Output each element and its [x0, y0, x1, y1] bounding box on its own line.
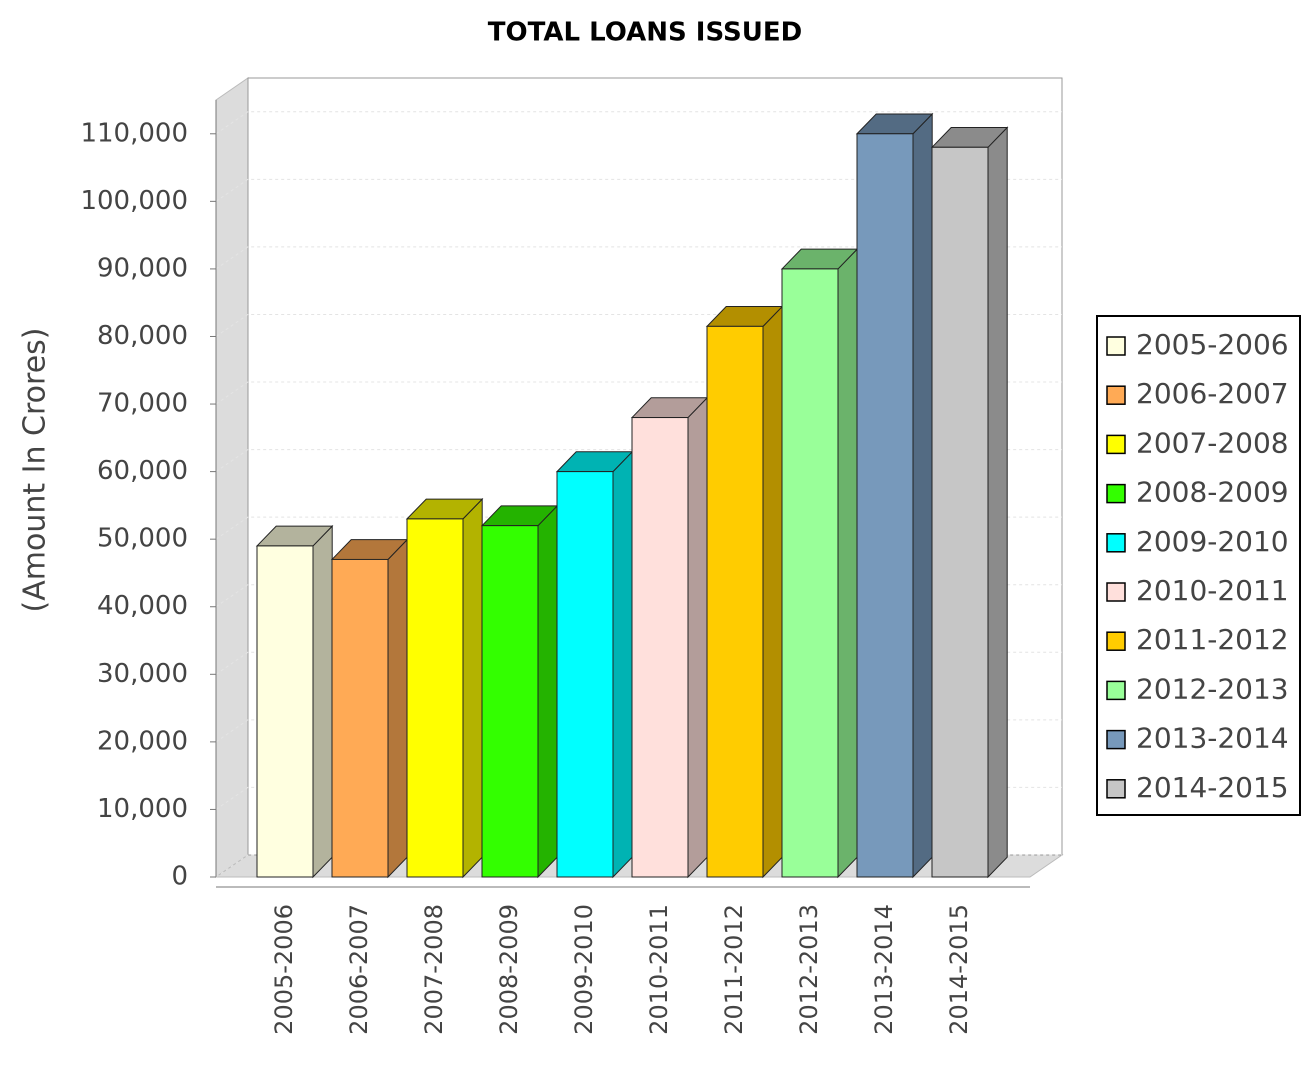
- bar-side: [837, 247, 858, 879]
- grid-line: [215, 313, 1062, 337]
- x-tick-label: 2005-2006: [270, 904, 298, 1035]
- legend-swatch: [1106, 434, 1126, 455]
- legend-label: 2011-2012: [1136, 623, 1289, 656]
- x-tick-label: 2007-2008: [420, 904, 448, 1035]
- bar: [555, 450, 634, 879]
- legend-label: 2013-2014: [1136, 722, 1289, 755]
- grid-line: [215, 854, 1062, 878]
- y-tick-label: 100,000: [80, 186, 188, 216]
- y-tick-label: 20,000: [97, 726, 188, 756]
- y-tick-label: 40,000: [97, 591, 188, 621]
- legend-swatch: [1106, 483, 1126, 504]
- bar-front: [781, 268, 839, 878]
- x-tick-label: 2014-2015: [945, 904, 973, 1035]
- y-tick-label: 70,000: [97, 389, 188, 419]
- bar-side: [762, 305, 783, 879]
- legend-label: 2012-2013: [1136, 672, 1289, 705]
- legend-box: [1096, 315, 1301, 816]
- grid-line: [215, 449, 1062, 473]
- left-wall: [215, 77, 249, 878]
- legend-swatch: [1106, 779, 1126, 799]
- bar-front: [706, 325, 764, 878]
- grid-line: [215, 786, 1062, 810]
- y-axis-title: (Amount In Crores): [18, 328, 53, 613]
- legend-swatch: [1106, 385, 1126, 405]
- bar: [480, 504, 559, 879]
- grid-line: [215, 584, 1062, 608]
- grid-line: [215, 719, 1062, 743]
- x-tick-label: 2009-2010: [570, 904, 598, 1035]
- bar: [255, 524, 334, 879]
- legend-swatch: [1106, 533, 1126, 553]
- grid-line: [215, 178, 1062, 202]
- grid-line: [215, 381, 1062, 405]
- y-tick-label: 0: [171, 862, 188, 892]
- legend-swatch: [1106, 582, 1126, 602]
- grid-line: [215, 651, 1062, 675]
- y-tick-label: 90,000: [97, 253, 188, 283]
- y-tick-label: 30,000: [97, 659, 188, 689]
- x-tick-label: 2010-2011: [645, 904, 673, 1035]
- bar-front: [331, 558, 389, 878]
- bar-side: [387, 538, 408, 879]
- bar-front: [481, 525, 539, 878]
- legend-label: 2010-2011: [1136, 574, 1289, 607]
- x-tick-label: 2011-2012: [720, 904, 748, 1035]
- y-tick-label: 110,000: [80, 118, 188, 148]
- bar: [630, 396, 709, 879]
- bar-front: [256, 545, 314, 878]
- legend-label: 2006-2007: [1136, 377, 1289, 410]
- bar-side: [537, 504, 558, 879]
- legend-swatch: [1106, 336, 1126, 356]
- bar: [855, 112, 934, 879]
- bar-front: [931, 146, 989, 878]
- grid-line: [215, 111, 1062, 135]
- bar-front: [631, 417, 689, 878]
- x-tick-label: 2008-2009: [495, 904, 523, 1035]
- grid-line: [215, 246, 1062, 270]
- x-tick-label: 2013-2014: [870, 904, 898, 1035]
- y-tick-label: 80,000: [97, 321, 188, 351]
- bar-side: [987, 126, 1008, 879]
- bar: [330, 538, 409, 879]
- bar-side: [312, 524, 333, 879]
- legend-swatch: [1106, 680, 1126, 701]
- bar-front: [556, 471, 614, 878]
- bar: [405, 497, 484, 879]
- legend-swatch: [1106, 631, 1126, 651]
- bar-side: [912, 112, 933, 879]
- chart-title: TOTAL LOANS ISSUED: [488, 18, 802, 48]
- bar: [780, 247, 859, 879]
- legend-label: 2007-2008: [1136, 426, 1289, 459]
- x-tick-label: 2006-2007: [345, 904, 373, 1035]
- legend-label: 2009-2010: [1136, 525, 1289, 558]
- legend-swatch: [1106, 729, 1126, 750]
- bar: [930, 126, 1009, 879]
- bar-front: [406, 518, 464, 878]
- legend-label: 2014-2015: [1136, 771, 1289, 804]
- grid-line: [215, 516, 1062, 540]
- y-tick-label: 10,000: [97, 794, 188, 824]
- bar-side: [462, 497, 483, 879]
- y-tick-label: 60,000: [97, 456, 188, 486]
- x-tick-label: 2012-2013: [795, 904, 823, 1035]
- bar-front: [856, 133, 914, 878]
- legend-label: 2005-2006: [1136, 328, 1289, 361]
- bar-side: [612, 450, 633, 879]
- y-tick-label: 50,000: [97, 524, 188, 554]
- bar: [705, 305, 784, 879]
- bar-side: [687, 396, 708, 879]
- legend-label: 2008-2009: [1136, 476, 1289, 509]
